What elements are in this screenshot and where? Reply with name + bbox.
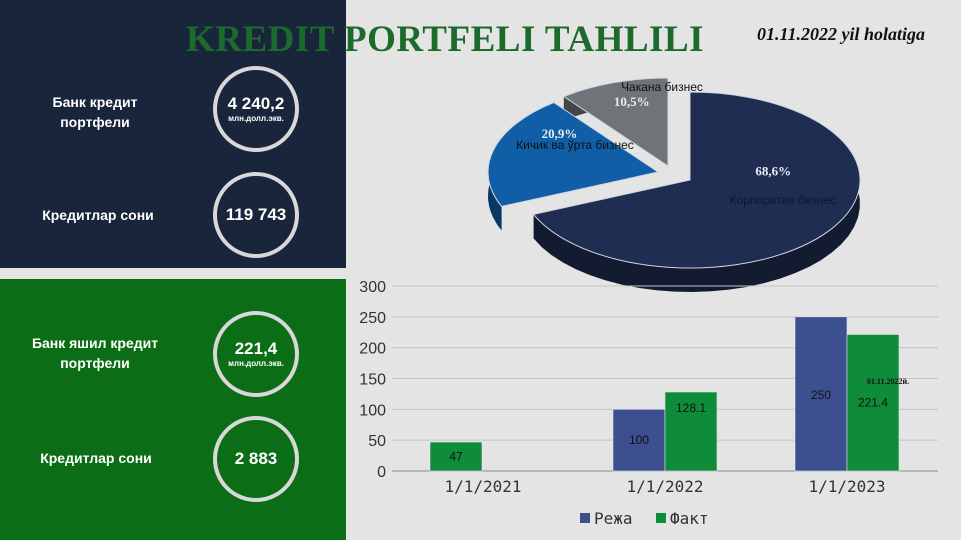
pie-category-label: Кичик ва ўрта бизнес — [516, 138, 634, 152]
legend-swatch — [656, 513, 666, 523]
y-tick-label: 100 — [359, 402, 386, 419]
bar-annotation: 01.11.2022й. — [867, 377, 909, 386]
y-tick-label: 0 — [377, 464, 386, 481]
y-tick-label: 50 — [368, 433, 386, 450]
bank-portfolio-circle: 4 240,2 млн.долл.экв. — [213, 66, 299, 152]
bar-Режа — [612, 409, 666, 472]
x-tick-label: 1/1/2023 — [808, 477, 885, 496]
pie-percent-label: 20,9% — [542, 126, 578, 141]
bar-data-label: 100 — [629, 433, 649, 447]
bank-portfolio-label: Банк кредит портфели — [52, 94, 138, 130]
bank-count-circle: 119 743 — [213, 172, 299, 258]
green-portfolio-value: 221,4 — [234, 339, 278, 358]
legend-label: Факт — [670, 509, 709, 528]
bank-portfolio-unit: млн.долл.экв. — [228, 114, 284, 123]
y-tick-label: 200 — [359, 341, 386, 358]
pie-percent-label: 68,6% — [755, 164, 791, 179]
green-portfolio-panel — [0, 279, 346, 540]
x-tick-label: 1/1/2022 — [626, 477, 703, 496]
legend-label: Режа — [594, 509, 633, 528]
y-tick-label: 150 — [359, 372, 386, 389]
green-count-circle: 2 883 — [213, 416, 299, 502]
bar-Факт — [846, 334, 900, 472]
green-portfolio-label: Банк яшил кредит портфели — [31, 335, 159, 371]
bar-Факт — [664, 391, 718, 472]
legend-swatch — [580, 513, 590, 523]
bar-Факт — [429, 441, 483, 472]
pie-percent-label: 10,5% — [614, 94, 650, 109]
green-portfolio-circle: 221,4 млн.долл.экв. — [213, 311, 299, 397]
page-title: KREDIT PORTFELI TAHLILI — [185, 19, 705, 60]
bank-count-value: 119 743 — [225, 205, 287, 224]
bar-data-label: 47 — [449, 450, 463, 464]
pie-slice — [562, 77, 669, 167]
portfolio-pie-chart: 68,6% Корпоратив бизнес 20,9%Кичик ва ўрта… — [487, 77, 861, 292]
green-count-label: Кредитлар сони — [40, 450, 152, 466]
x-tick-label: 1/1/2021 — [444, 477, 521, 496]
bar-Режа — [794, 316, 848, 472]
pie-category-label: Корпоратив бизнес — [730, 193, 837, 207]
bar-data-label: 221.4 — [858, 395, 888, 409]
report-date: 01.11.2022 yil holatiga — [756, 24, 925, 44]
bar-data-label: 128.1 — [676, 401, 706, 415]
pie-category-label: Чакана бизнес — [621, 80, 703, 94]
y-tick-label: 300 — [359, 279, 386, 296]
bank-portfolio-value: 4 240,2 — [227, 94, 285, 113]
bar-data-label: 250 — [811, 388, 831, 402]
green-portfolio-unit: млн.долл.экв. — [228, 359, 284, 368]
pie-slice — [532, 91, 861, 269]
green-count-value: 2 883 — [234, 449, 278, 468]
bank-count-label: Кредитлар сони — [42, 207, 154, 223]
y-tick-label: 250 — [359, 310, 386, 327]
pie-slice — [487, 101, 660, 207]
